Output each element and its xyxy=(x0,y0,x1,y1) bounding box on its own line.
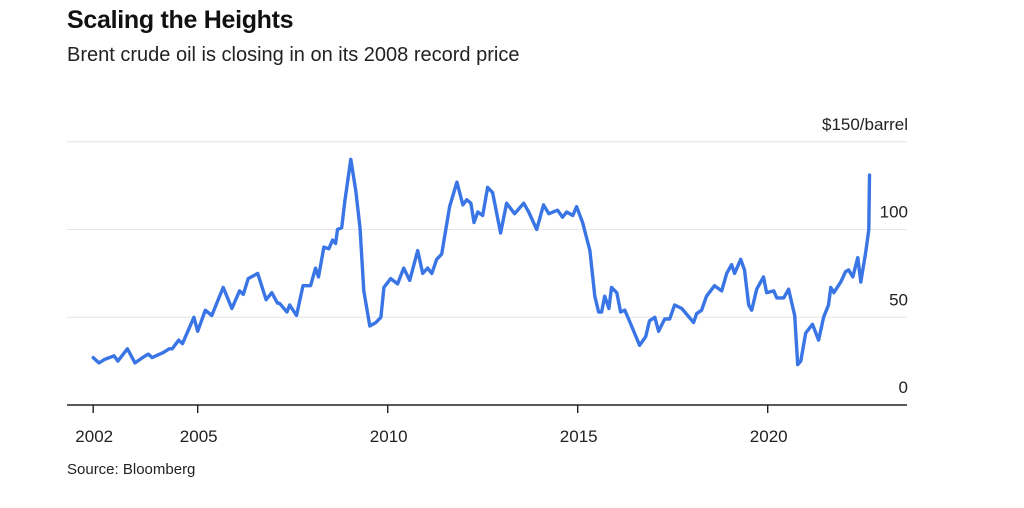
x-axis: 2002 2005 2010 2015 2020 xyxy=(67,404,907,446)
series-layer xyxy=(91,157,872,367)
y-tick-label-150: $150/barrel xyxy=(822,115,908,134)
chart-subtitle: Brent crude oil is closing in on its 200… xyxy=(67,44,520,66)
gridlines xyxy=(67,141,907,318)
x-tick-label-2020: 2020 xyxy=(750,427,788,446)
y-tick-label-100: 100 xyxy=(880,203,908,222)
x-tick-label-2015: 2015 xyxy=(560,427,598,446)
x-tick-label-2010: 2010 xyxy=(370,427,408,446)
x-tick-label-2005: 2005 xyxy=(180,427,218,446)
y-tick-label-50: 50 xyxy=(889,290,908,309)
source-note: Source: Bloomberg xyxy=(67,461,196,478)
y-axis-labels: 0 50 100 $150/barrel xyxy=(822,115,908,397)
series-line-brent-crude xyxy=(91,157,872,367)
chart-title: Scaling the Heights xyxy=(67,6,294,34)
y-tick-label-0: 0 xyxy=(899,378,908,397)
x-tick-label-2002: 2002 xyxy=(75,427,113,446)
